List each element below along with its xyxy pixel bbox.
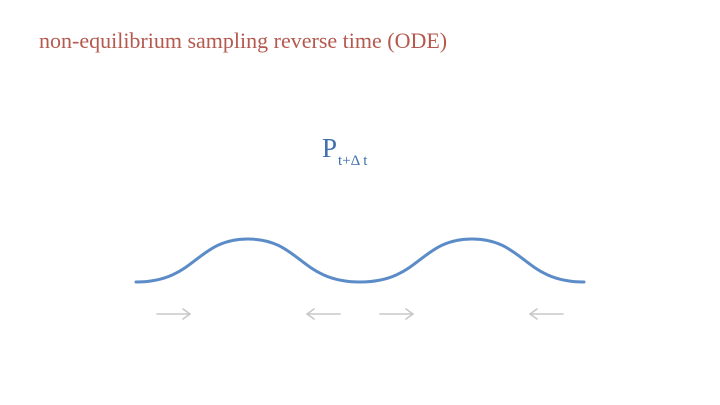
arrow-left-2 <box>529 308 564 320</box>
slide-title: non-equilibrium sampling reverse time (O… <box>39 28 448 53</box>
arrow-left-1 <box>306 308 341 320</box>
arrow-right-1 <box>156 308 191 320</box>
density-symbol: P <box>322 133 338 163</box>
density-subscript: t+Δ t <box>338 153 368 169</box>
density-label: Pt+Δ t <box>322 133 367 169</box>
density-curve <box>134 237 586 284</box>
arrow-right-2 <box>379 308 414 320</box>
